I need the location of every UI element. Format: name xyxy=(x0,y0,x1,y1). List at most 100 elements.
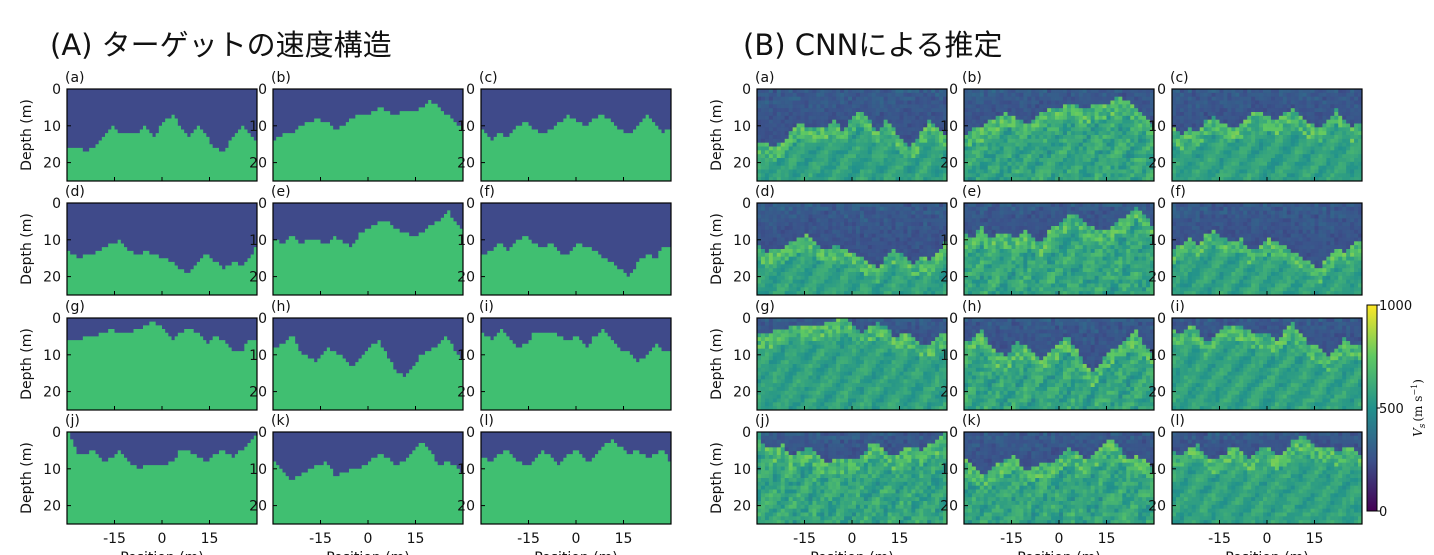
cnn-cell xyxy=(1350,169,1355,174)
target-bottom-layer xyxy=(481,114,671,181)
cnn-cell xyxy=(820,108,825,113)
cnn-cell xyxy=(879,245,885,250)
cnn-cell xyxy=(1302,92,1307,98)
cnn-cell xyxy=(883,203,889,208)
cnn-cell xyxy=(828,264,833,269)
cnn-cell xyxy=(804,96,809,101)
cnn-cell xyxy=(1138,135,1143,140)
cnn-cell xyxy=(836,283,841,288)
cnn-cell xyxy=(1334,100,1339,105)
cnn-cell xyxy=(1086,127,1092,132)
cnn-cell xyxy=(1263,92,1268,98)
cnn-cell xyxy=(1191,177,1197,182)
cnn-cell xyxy=(899,154,904,159)
cnn-cell xyxy=(1179,112,1185,117)
cnn-cell xyxy=(919,142,924,147)
cnn-cell xyxy=(895,119,900,124)
cnn-cell xyxy=(915,229,920,235)
cnn-cell xyxy=(1035,115,1040,121)
cnn-cell xyxy=(1047,138,1052,144)
cnn-cell xyxy=(848,108,853,113)
cnn-cell xyxy=(987,214,993,219)
cnn-cell xyxy=(1322,169,1327,174)
cnn-cell xyxy=(1243,131,1248,136)
cnn-cell xyxy=(816,108,821,113)
cnn-cell xyxy=(1051,131,1056,136)
cnn-cell xyxy=(895,245,900,250)
cnn-cell xyxy=(812,260,817,265)
cnn-cell xyxy=(995,260,1001,265)
cnn-cell xyxy=(816,92,821,98)
cnn-cell xyxy=(1215,131,1220,136)
cnn-cell xyxy=(863,173,869,178)
cnn-cell xyxy=(867,222,873,227)
cnn-cell xyxy=(776,96,782,101)
cnn-cell xyxy=(899,173,904,178)
cnn-cell xyxy=(757,115,762,121)
cnn-cell xyxy=(931,241,936,246)
cnn-cell xyxy=(780,142,786,147)
cnn-cell xyxy=(784,177,790,182)
cnn-cell xyxy=(863,92,869,98)
cnn-cell xyxy=(1051,135,1056,140)
cnn-cell xyxy=(911,154,916,159)
cnn-cell xyxy=(863,89,869,94)
cnn-cell xyxy=(1350,119,1355,124)
cnn-cell xyxy=(907,287,912,292)
cnn-cell xyxy=(832,146,837,151)
cnn-cell xyxy=(983,173,989,178)
cnn-cell xyxy=(1130,131,1135,136)
cnn-cell xyxy=(1350,142,1355,147)
cnn-cell xyxy=(939,142,944,147)
cnn-cell xyxy=(1066,119,1072,124)
cnn-cell xyxy=(1055,89,1060,94)
cnn-cell xyxy=(1027,158,1032,163)
cnn-cell xyxy=(776,245,782,250)
cnn-cell xyxy=(1235,177,1240,182)
cnn-cell xyxy=(979,264,985,269)
cnn-cell xyxy=(1175,92,1181,98)
cnn-cell xyxy=(927,241,932,246)
cnn-cell xyxy=(757,229,762,235)
cnn-cell xyxy=(788,279,794,284)
cnn-cell xyxy=(1187,112,1193,117)
cnn-cell xyxy=(1043,115,1048,121)
cnn-cell xyxy=(927,165,932,170)
cnn-cell xyxy=(836,138,841,144)
cnn-cell xyxy=(935,169,940,174)
cnn-cell xyxy=(1179,135,1185,140)
cnn-cell xyxy=(923,154,928,159)
cnn-cell xyxy=(891,279,896,284)
ytick-label: 0 xyxy=(742,196,751,212)
cnn-cell xyxy=(1179,100,1185,105)
cnn-cell xyxy=(1110,104,1115,109)
cnn-cell xyxy=(939,138,944,144)
cnn-cell xyxy=(776,169,782,174)
cnn-cell xyxy=(1019,169,1024,174)
cnn-cell xyxy=(903,210,908,215)
cnn-cell xyxy=(1278,96,1284,101)
cnn-cell xyxy=(879,108,885,113)
cnn-cell xyxy=(792,264,797,269)
cnn-cell xyxy=(844,127,849,132)
cnn-cell xyxy=(800,96,805,101)
cnn-cell xyxy=(895,127,900,132)
cnn-cell xyxy=(1350,112,1355,117)
cnn-cell xyxy=(832,165,837,170)
cnn-cell xyxy=(1031,108,1036,113)
cnn-cell xyxy=(1346,169,1351,174)
cnn-cell xyxy=(887,226,892,231)
cnn-cell xyxy=(971,218,977,223)
cnn-cell xyxy=(927,89,932,94)
cnn-cell xyxy=(1223,112,1228,117)
cnn-cell xyxy=(1134,138,1139,144)
cnn-cell xyxy=(1062,161,1068,167)
cnn-cell xyxy=(820,249,825,254)
cnn-cell xyxy=(1318,119,1323,124)
cnn-cell xyxy=(1330,96,1335,101)
cnn-cell xyxy=(1310,112,1315,117)
cnn-cell xyxy=(999,214,1004,219)
cnn-cell xyxy=(927,115,932,121)
cnn-cell xyxy=(995,131,1001,136)
cnn-cell xyxy=(1142,89,1147,94)
